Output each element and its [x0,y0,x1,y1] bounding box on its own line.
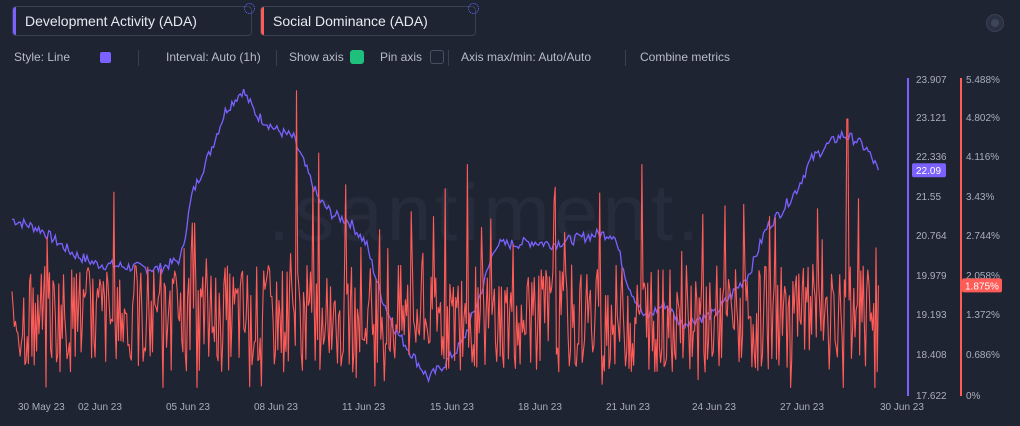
y-axis-development-activity: 23.907 23.121 22.336 21.55 20.764 19.979 19.19… [916,75,947,402]
show-axis-label: Show axis [289,50,344,64]
y-tick-label: 3.43% [966,192,994,203]
y-tick-label: 2.058% [966,271,1000,282]
y-tick-label: 17.622 [916,391,947,402]
style-selector[interactable]: Style: Line [14,50,71,64]
settings-dot-icon[interactable] [468,3,479,14]
x-tick-label: 27 Jun 23 [780,402,824,413]
line-color-swatch[interactable] [100,52,111,63]
metric-color-bar [261,7,264,35]
x-tick-label: 18 Jun 23 [518,402,562,413]
metric-label: Social Dominance (ADA) [273,13,428,29]
axis-maxmin-selector[interactable]: Axis max/min: Auto/Auto [461,50,592,64]
y-tick-label: 23.907 [916,75,947,86]
y-tick-label: 5.488% [966,75,1000,86]
pin-axis-checkbox[interactable] [430,50,444,64]
y-tick-label: 0.686% [966,350,1000,361]
y-tick-label: 21.55 [916,192,941,203]
y-tick-label: 23.121 [916,113,947,124]
y-tick-label: 2.744% [966,231,1000,242]
current-value-badge-social-dominance [962,278,1002,293]
y-tick-label: 1.372% [966,310,1000,321]
series-line-development-activity [11,88,880,384]
y-axis-social-dominance: 5.488% 4.802% 4.116% 3.43% 2.744% 2.058% 1.372… [966,75,1000,402]
pin-axis-label: Pin axis [380,50,423,64]
y-tick-label: 18.408 [916,350,947,361]
x-tick-label: 11 Jun 23 [342,402,386,413]
divider [448,50,449,66]
y-tick-label: 4.802% [966,113,1000,124]
x-tick-label: 02 Jun 23 [78,402,122,413]
settings-dot-icon[interactable] [244,3,255,14]
metric-tab-social-dominance[interactable]: Social Dominance (ADA) [260,3,479,36]
y-tick-label: 19.979 [916,271,947,282]
y-tick-label: 4.116% [966,152,999,163]
x-tick-label: 05 Jun 23 [166,402,210,413]
metric-label: Development Activity (ADA) [25,13,197,29]
current-value-development-activity: 22.09 [916,166,941,177]
x-tick-label: 21 Jun 23 [606,402,650,413]
y-tick-label: 22.336 [916,152,947,163]
series-line-social-dominance [11,90,879,389]
y-tick-label: 19.193 [916,310,947,321]
divider [138,50,139,66]
x-tick-label: 30 Jun 23 [880,402,924,413]
divider [276,50,277,66]
show-axis-checkbox[interactable] [350,50,364,64]
current-value-badge-development-activity [912,163,946,178]
metric-color-bar [13,7,16,35]
x-tick-label: 08 Jun 23 [254,402,298,413]
chart-options-icon[interactable] [986,14,1004,32]
watermark: .santiment. [268,168,703,257]
x-tick-label: 24 Jun 23 [692,402,736,413]
divider [625,50,626,66]
current-value-social-dominance: 1.875% [965,281,999,292]
x-axis: 30 May 23 02 Jun 23 05 Jun 23 08 Jun 23 11 J… [18,402,924,413]
y-tick-label: 20.764 [916,231,947,242]
combine-metrics-button[interactable]: Combine metrics [640,50,731,64]
x-tick-label: 15 Jun 23 [430,402,474,413]
y-tick-label: 0% [966,391,981,402]
interval-selector[interactable]: Interval: Auto (1h) [166,50,261,64]
x-tick-label: 30 May 23 [18,402,65,413]
metric-tab-development-activity[interactable]: Development Activity (ADA) [12,3,255,36]
